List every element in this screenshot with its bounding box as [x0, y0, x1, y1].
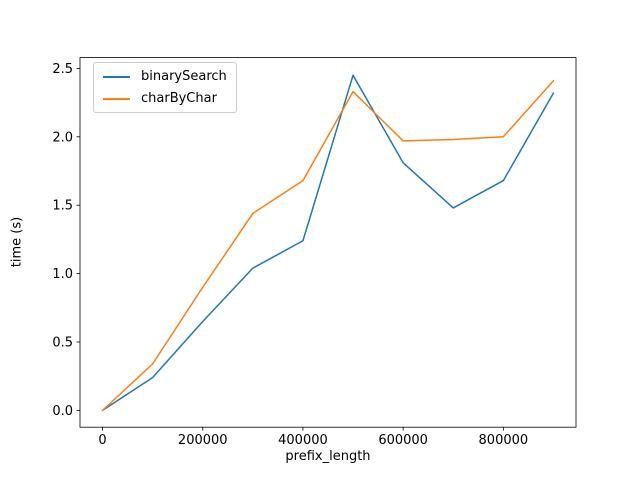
legend-line-swatch-binarySearch: [103, 75, 130, 78]
x-tick-label: 800000: [479, 433, 529, 448]
x-tick-label: 0: [98, 433, 106, 448]
y-tick-label: 2.0: [52, 130, 73, 145]
legend-item-charByChar: charByChar: [103, 90, 227, 107]
x-tick-label: 600000: [378, 433, 428, 448]
x-tick-label: 400000: [278, 433, 328, 448]
axes-frame: [79, 57, 577, 428]
series-line-binarySearch: [101, 74, 555, 412]
x-axis-label: prefix_length: [285, 449, 371, 464]
legend-label-charByChar: charByChar: [141, 91, 217, 106]
y-tick-label: 0.5: [52, 335, 73, 350]
legend-item-binarySearch: binarySearch: [103, 68, 227, 85]
x-tick-label: 200000: [178, 433, 228, 448]
y-tick-label: 0.0: [52, 404, 73, 419]
y-axis-label: time (s): [9, 216, 25, 268]
y-tick-label: 1.5: [52, 199, 73, 214]
y-tick-label: 1.0: [52, 267, 73, 282]
series-line-charByChar: [101, 79, 555, 412]
legend: binarySearch charByChar: [93, 62, 237, 113]
y-tick-label: 2.5: [52, 62, 73, 77]
legend-label-binarySearch: binarySearch: [141, 69, 227, 84]
legend-line-swatch-charByChar: [103, 97, 130, 100]
